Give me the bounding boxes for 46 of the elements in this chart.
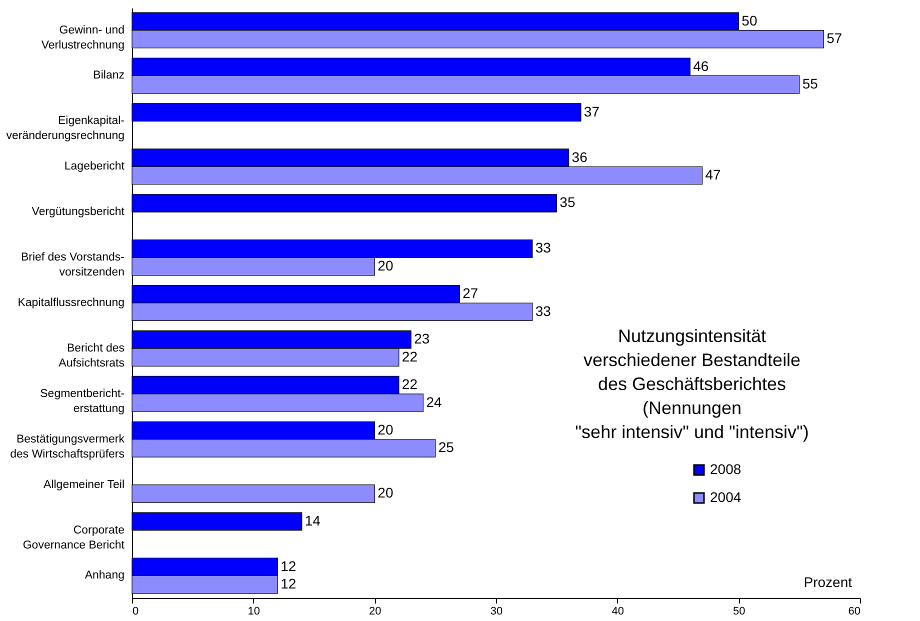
data-label: 14 [304,512,321,528]
x-axis-title: Prozent [804,574,852,590]
data-label: 46 [693,58,709,74]
data-label: 50 [742,12,758,28]
data-label: 25 [438,439,454,456]
y-tick-label: Segmentbericht- erstattung [40,388,125,415]
data-label: 33 [535,240,552,256]
y-tick-label: Bestätigungsvermerk des Wirtschaftsprüfers [10,433,125,460]
y-tick-label: Bilanz [93,70,125,82]
data-label: 36 [572,148,588,165]
x-tick-label: 10 [248,606,260,618]
y-tick-label: Vergütungsbericht [32,206,126,218]
data-label: 20 [378,484,394,501]
x-tick-label: 60 [848,606,860,618]
data-label: 22 [402,376,418,392]
data-label: 12 [280,576,296,592]
data-label: 35 [560,194,576,210]
x-tick-label: 30 [490,606,503,618]
x-tick-label: 50 [733,606,746,618]
y-tick-label: Anhang [84,570,124,582]
annotation: Nutzungsintensität verschiedener Bestandteile des Geschäftsberichtes (Nennungen "sehr intensiv" und "intensiv") [575,326,809,442]
x-tick-label: 40 [612,606,624,618]
data-label: 33 [535,302,552,319]
y-tick-label: Corporate Governance Bericht [22,524,126,552]
data-label: 37 [584,103,600,120]
y-tick-label: Kapitalflussrechnung [18,297,124,309]
legend-label: 2008 [710,461,742,477]
data-label: 20 [378,422,394,438]
data-label: 27 [462,285,478,302]
legend-label: 2004 [710,489,742,505]
y-tick-label: Gewinn- und Verlustrechnung [41,24,124,52]
data-label: 57 [826,30,842,46]
y-tick-label: Brief des Vorstands- vorsitzenden [20,252,125,279]
y-tick-label: Allgemeiner Teil [44,478,124,491]
data-label: 55 [802,76,818,92]
y-tick-label: Eigenkapital- veränderungsrechnung [6,115,125,142]
y-tick-label: Lagebericht [64,160,126,173]
y-tick-label: Bericht des Aufsichtsrats [58,342,125,370]
x-tick-label: 20 [369,606,382,618]
data-label: 24 [426,394,442,410]
x-tick-label: 0 [132,606,139,618]
data-label: 23 [414,330,430,347]
data-label: 47 [705,166,722,182]
data-label: 12 [280,558,296,574]
data-label: 22 [402,348,418,364]
data-label: 20 [378,257,394,274]
